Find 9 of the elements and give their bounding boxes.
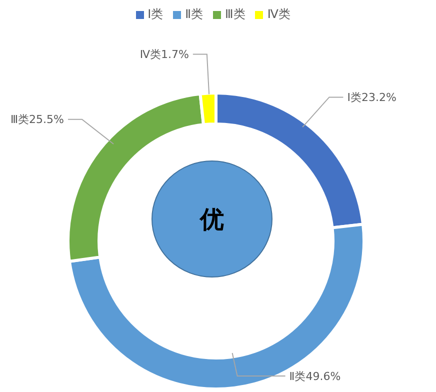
category-label: Ⅰ类23.2% [347, 91, 396, 104]
legend-label: Ⅳ类 [267, 7, 290, 21]
category-label: Ⅱ类49.6% [289, 370, 341, 383]
legend-label: Ⅲ类 [225, 7, 246, 21]
legend-label: Ⅱ类 [185, 7, 204, 21]
legend-label: Ⅰ类 [148, 7, 164, 21]
category-label: Ⅲ类25.5% [10, 113, 64, 126]
category-label: Ⅳ类1.7% [140, 48, 189, 62]
text: 优 [199, 205, 224, 234]
